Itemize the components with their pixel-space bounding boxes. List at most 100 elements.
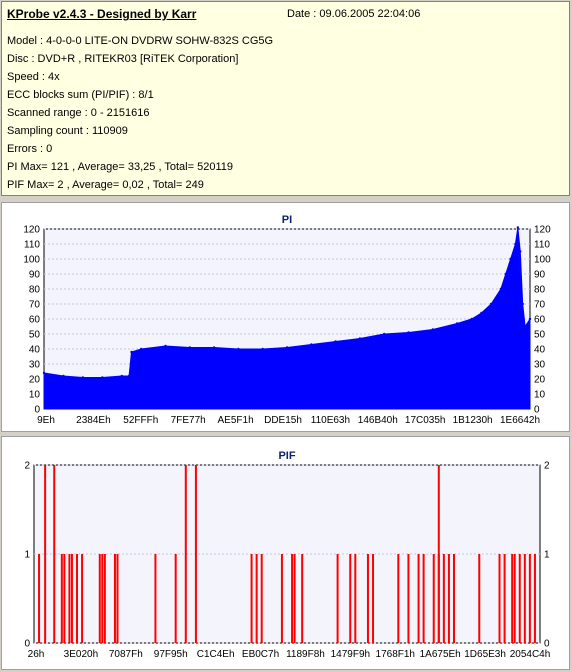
y-tick-label-right: 30 [534,360,546,371]
y-tick-label: 100 [23,255,40,266]
pi-data-point [130,350,133,354]
pif-chart-panel: PIF 0 0 1 1 2 2 26h 3E020h 7087Fh 97F95h C1C4Eh EB0C… [1,436,570,670]
y-tick-label-right: 60 [534,315,546,326]
x-tick-label: 7FE77h [171,415,206,426]
info-line: PI Max= 121 , Average= 33,25 , Total= 52… [7,161,233,173]
y-tick-label-right: 40 [534,345,546,356]
info-line: Speed : 4x [7,71,60,83]
pif-chart: PIF 0 0 1 1 2 2 26h 3E020h 7087Fh 97F95h C1C4Eh EB0C… [24,450,551,660]
info-line: Scanned range : 0 - 2151616 [7,107,150,119]
pi-data-point [383,332,386,336]
y-tick-label: 120 [23,225,40,236]
pi-chart-panel: PI 0 0 10 10 20 20 30 30 40 40 50 50 60 60 70 70 80 80 90 90… [1,202,570,432]
y-tick-label-right: 90 [534,270,546,281]
info-line: Errors : 0 [7,143,53,155]
y-tick-label-right: 0 [534,405,540,416]
y-tick-label: 90 [29,270,41,281]
x-tick-label: AE5F1h [218,415,254,426]
pi-data-point [120,374,123,378]
pi-data-point [514,242,517,246]
pi-data-point [455,322,459,325]
pi-data-point [127,374,131,378]
x-tick-label: 1189F8h [286,649,325,660]
chart-title: PI [282,214,292,226]
pi-data-point [42,371,46,375]
info-line: ECC blocks sum (PI/PIF) : 8/1 [7,89,154,101]
x-tick-label: C1C4Eh [197,649,235,660]
info-line: PIF Max= 2 , Average= 0,02 , Total= 249 [7,179,204,191]
pi-data-point [499,287,503,291]
pi-data-point [334,340,337,343]
pi-data-point [101,376,104,379]
x-tick-label: 1479F9h [331,649,370,660]
pi-data-point [285,346,289,349]
x-tick-label: 146B40h [358,415,398,426]
y-tick-label-right: 1 [544,550,550,561]
pi-data-point [528,317,532,321]
y-tick-label: 10 [29,390,41,401]
y-tick-label: 0 [34,405,40,416]
pi-data-point [519,250,522,253]
x-tick-label: 7087Fh [109,649,143,660]
y-tick-label: 20 [29,375,41,386]
pi-data-point [516,226,520,229]
y-tick-label-right: 120 [534,225,551,236]
pi-data-point [81,376,85,379]
x-tick-label: 17C035h [405,415,446,426]
x-tick-label: DDE15h [264,415,302,426]
y-tick-label: 40 [29,345,41,356]
x-tick-label: 3E020h [64,649,98,660]
pi-data-point [431,328,434,331]
x-tick-label: 2054C4h [510,649,551,660]
x-tick-label: 97F95h [154,649,188,660]
x-tick-label: 110E63h [311,415,350,426]
pi-area-series [43,227,531,410]
chart-title: PIF [278,450,295,462]
info-panel: KProbe v2.4.3 - Designed by Karr Date : … [1,1,570,196]
x-tick-label: 1D65E3h [464,649,506,660]
y-tick-label-right: 0 [544,639,550,650]
pi-data-point [521,302,524,306]
pi-data-point [261,347,264,351]
y-tick-label-right: 80 [534,285,546,296]
y-tick-label: 80 [29,285,41,296]
pi-data-point [212,346,216,349]
y-tick-label: 1 [24,550,30,561]
app-title: KProbe v2.4.3 - Designed by Karr [7,7,197,21]
pi-data-point [509,257,512,261]
y-tick-label: 0 [24,639,30,650]
y-tick-label-right: 110 [534,240,550,251]
x-tick-label: 52FFFh [123,415,158,426]
pi-data-point [489,302,493,306]
scan-date: Date : 09.06.2005 22:04:06 [287,8,421,20]
y-tick-label: 110 [24,240,40,251]
pi-data-point [237,347,240,351]
y-tick-label-right: 2 [544,461,550,472]
pi-data-point [62,374,65,378]
pi-data-point [164,344,167,348]
y-tick-label-right: 20 [534,375,546,386]
y-tick-label-right: 100 [534,255,551,266]
x-tick-label: 1A675Eh [420,649,461,660]
pi-data-point [470,317,473,321]
y-tick-label-right: 70 [534,300,546,311]
info-line: Disc : DVD+R , RITEKR03 [RiTEK Corporati… [7,53,239,65]
info-line: Model : 4-0-0-0 LITE-ON DVDRW SOHW-832S … [7,35,274,47]
info-line: Sampling count : 110909 [7,125,128,137]
y-tick-label-right: 50 [534,330,546,341]
pi-data-point [140,347,143,351]
x-tick-label: 9Eh [37,415,55,426]
pi-data-point [504,272,507,276]
y-tick-label-right: 10 [534,390,546,401]
pi-data-point [310,343,313,346]
y-tick-label: 50 [29,330,41,341]
pi-data-point [188,346,191,349]
y-tick-label: 30 [29,360,41,371]
pi-data-point [523,325,527,328]
y-tick-label: 60 [29,315,41,326]
x-tick-label: 1E6642h [500,415,540,426]
pi-chart: PI 0 0 10 10 20 20 30 30 40 40 50 50 60 60 70 70 80 80 90 90… [23,214,551,426]
pi-data-point [358,337,362,340]
pi-data-point [407,331,410,334]
y-tick-label: 2 [24,461,30,472]
